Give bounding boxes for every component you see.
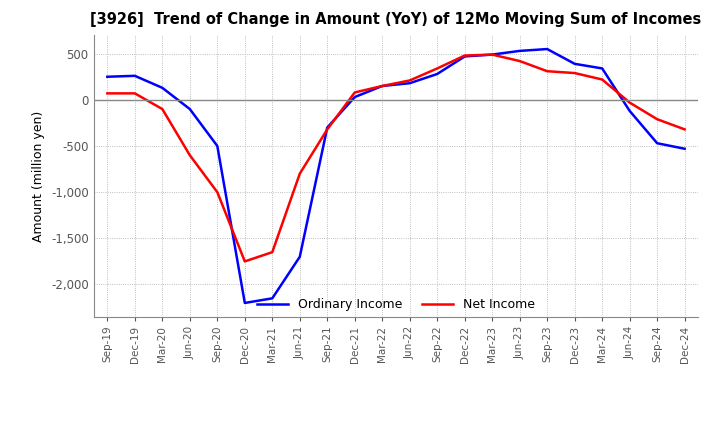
Net Income [488, 52, 497, 57]
Ordinary Income [653, 141, 662, 146]
Ordinary Income [488, 52, 497, 57]
Net Income [103, 91, 112, 96]
Net Income [680, 127, 689, 132]
Net Income [130, 91, 139, 96]
Ordinary Income [213, 143, 222, 149]
Net Income [213, 190, 222, 195]
Net Income [653, 117, 662, 122]
Net Income [240, 259, 249, 264]
Ordinary Income [626, 108, 634, 114]
Ordinary Income [516, 48, 524, 54]
Net Income [186, 153, 194, 158]
Ordinary Income [460, 54, 469, 59]
Ordinary Income [240, 301, 249, 306]
Net Income [626, 100, 634, 105]
Ordinary Income [323, 125, 332, 130]
Ordinary Income [186, 106, 194, 112]
Ordinary Income [268, 296, 276, 301]
Net Income [158, 106, 166, 112]
Net Income [460, 53, 469, 58]
Ordinary Income [295, 254, 304, 260]
Ordinary Income [543, 46, 552, 51]
Net Income [570, 70, 579, 76]
Ordinary Income [103, 74, 112, 79]
Net Income [516, 59, 524, 64]
Ordinary Income [405, 81, 414, 86]
Net Income [405, 78, 414, 83]
Net Income [433, 66, 441, 71]
Ordinary Income [378, 83, 387, 88]
Ordinary Income [158, 85, 166, 91]
Net Income [351, 90, 359, 95]
Net Income [543, 69, 552, 74]
Line: Ordinary Income: Ordinary Income [107, 49, 685, 303]
Net Income [598, 77, 606, 82]
Net Income [378, 83, 387, 88]
Ordinary Income [130, 73, 139, 78]
Net Income [323, 127, 332, 132]
Y-axis label: Amount (million yen): Amount (million yen) [32, 110, 45, 242]
Line: Net Income: Net Income [107, 55, 685, 261]
Legend: Ordinary Income, Net Income: Ordinary Income, Net Income [252, 293, 540, 316]
Ordinary Income [351, 95, 359, 100]
Ordinary Income [680, 146, 689, 151]
Net Income [268, 249, 276, 255]
Net Income [295, 171, 304, 176]
Ordinary Income [570, 61, 579, 66]
Ordinary Income [598, 66, 606, 71]
Ordinary Income [433, 71, 441, 77]
Title: [3926]  Trend of Change in Amount (YoY) of 12Mo Moving Sum of Incomes: [3926] Trend of Change in Amount (YoY) o… [91, 12, 701, 27]
